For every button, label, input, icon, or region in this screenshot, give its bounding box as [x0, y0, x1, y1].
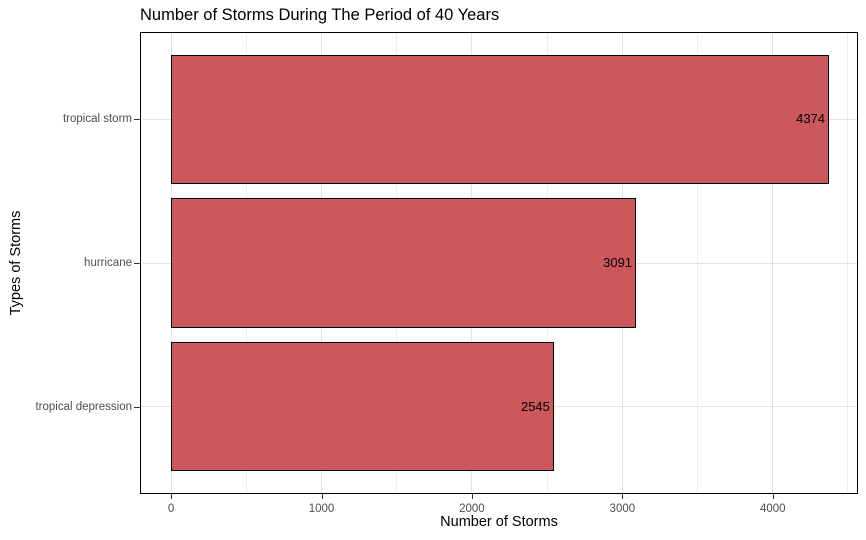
x-tick-label: 2000 [459, 503, 485, 515]
y-axis-tick [134, 119, 140, 121]
x-tick-label: 4000 [759, 503, 786, 515]
y-axis-tick [134, 406, 140, 408]
x-axis-tick [622, 494, 624, 499]
bar [171, 198, 637, 328]
chart-title: Number of Storms During The Period of 40… [140, 6, 500, 24]
x-tick-label: 1000 [308, 503, 335, 515]
y-axis-title: Types of Storms [8, 210, 24, 316]
x-tick-label: 3000 [609, 503, 636, 515]
y-tick-label: tropical depression [35, 400, 132, 413]
x-tick-label: 0 [167, 503, 175, 515]
bar [171, 54, 830, 184]
y-axis-tick [134, 263, 140, 264]
x-axis-tick [321, 494, 323, 499]
x-axis-tick [772, 494, 774, 499]
bar-value-label: 4374 [796, 111, 826, 127]
bar-value-label: 2545 [520, 398, 550, 414]
y-tick-label: hurricane [84, 257, 132, 269]
x-axis-title: Number of Storms [440, 514, 558, 530]
bar [171, 342, 554, 472]
y-tick-label: tropical storm [62, 113, 132, 126]
x-axis-tick [471, 494, 473, 499]
bar-value-label: 3091 [603, 255, 633, 270]
x-axis-tick [171, 494, 173, 499]
plot-panel: 4374 3091 2545 [140, 32, 858, 494]
